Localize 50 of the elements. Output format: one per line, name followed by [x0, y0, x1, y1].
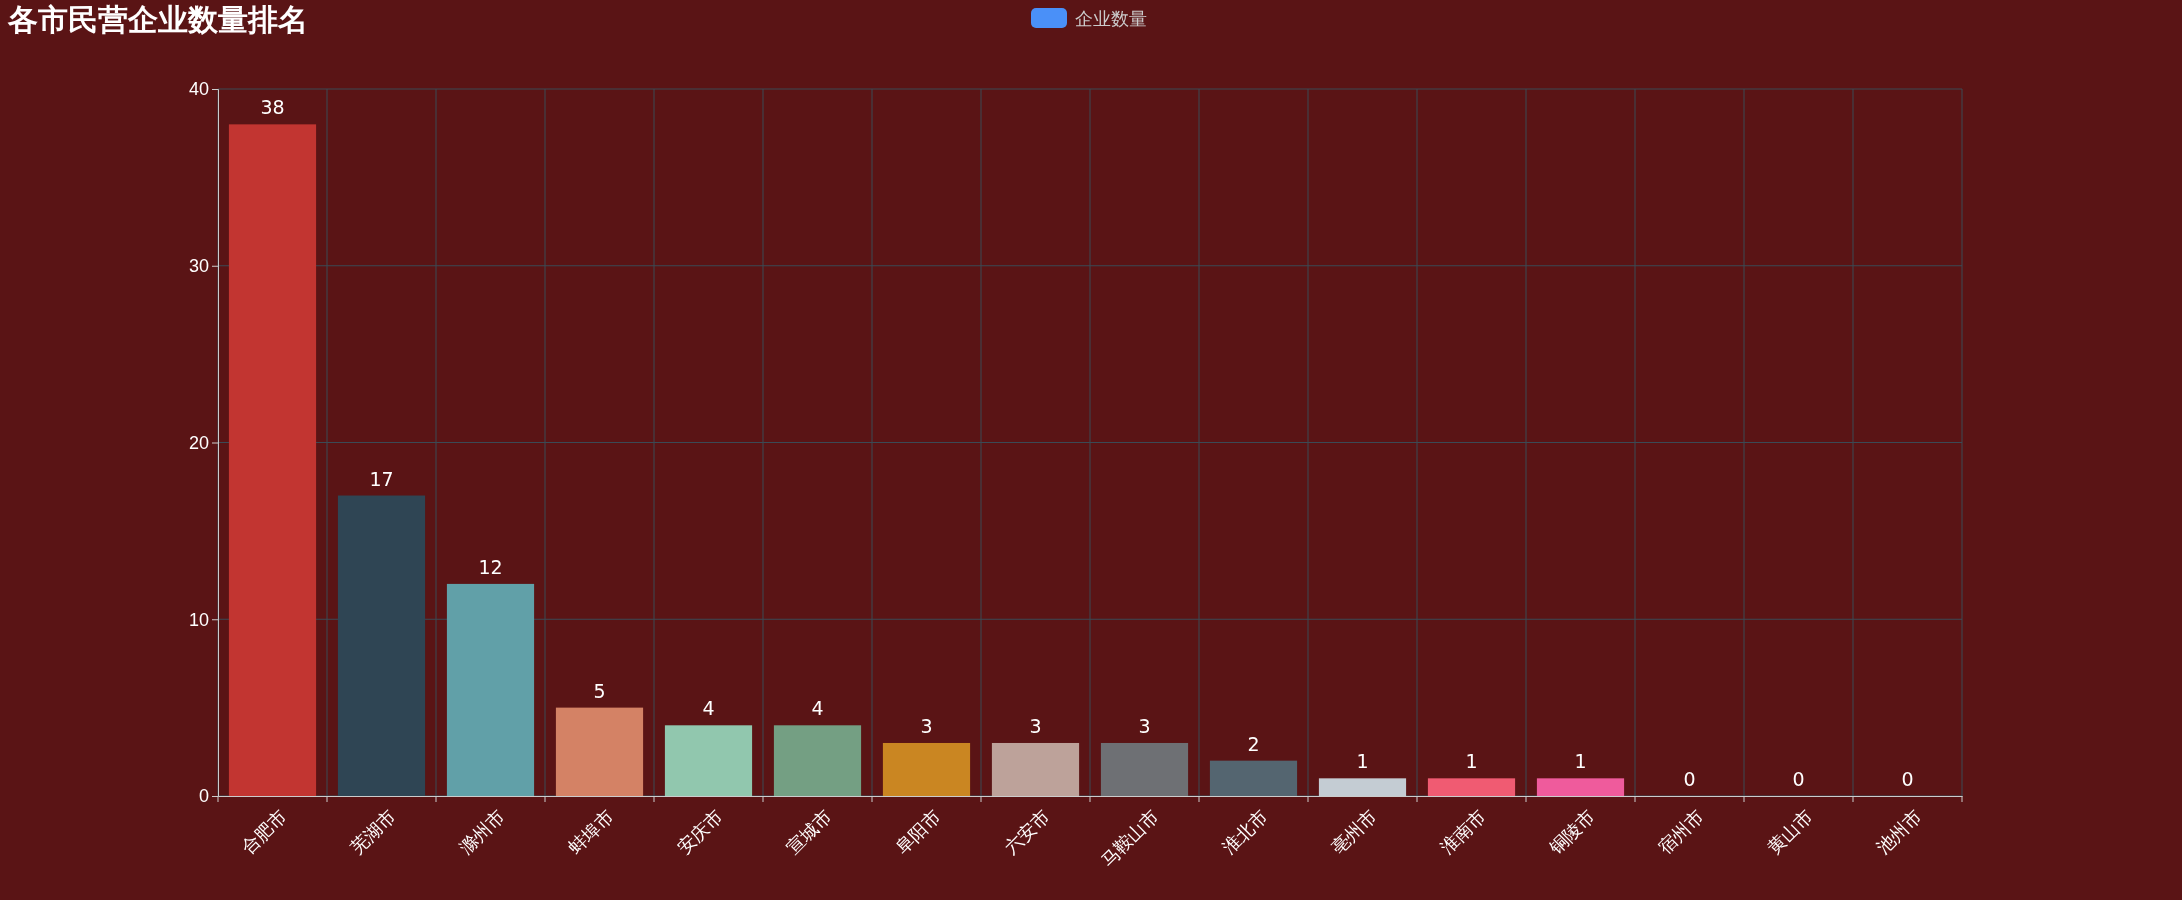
data-label: 5 — [593, 679, 606, 702]
x-tick-label: 芜湖市 — [347, 805, 400, 859]
x-tick-label: 亳州市 — [1328, 805, 1381, 859]
x-tick-label: 阜阳市 — [892, 805, 945, 859]
data-label: 2 — [1247, 732, 1260, 755]
y-tick-label: 10 — [188, 609, 209, 630]
chart-title: 各市民营企业数量排名 — [7, 2, 308, 37]
x-tick-label: 宿州市 — [1655, 805, 1708, 859]
bar — [773, 725, 862, 796]
bar — [1536, 778, 1625, 796]
x-tick-label: 六安市 — [1001, 805, 1054, 859]
x-tick-label: 蚌埠市 — [565, 805, 618, 859]
data-label: 4 — [702, 697, 715, 720]
bar — [882, 742, 971, 796]
x-tick-label: 安庆市 — [674, 805, 727, 859]
data-label: 1 — [1574, 750, 1587, 773]
x-tick-label: 黄山市 — [1764, 805, 1817, 859]
data-label: 17 — [369, 467, 394, 490]
x-tick-label: 宣城市 — [783, 805, 836, 859]
data-label: 38 — [260, 96, 285, 119]
bar — [664, 725, 753, 796]
y-tick-label: 30 — [188, 256, 209, 277]
data-label: 4 — [811, 697, 824, 720]
bar — [555, 707, 644, 796]
data-label: 3 — [920, 714, 933, 737]
data-label: 3 — [1138, 714, 1151, 737]
text: 企业数量 — [1075, 8, 1147, 29]
y-tick-label: 40 — [188, 79, 209, 100]
bar — [991, 742, 1080, 796]
data-label: 0 — [1683, 768, 1696, 790]
data-label: 0 — [1792, 768, 1805, 790]
bar — [1427, 778, 1516, 796]
x-tick-label: 合肥市 — [238, 805, 291, 859]
data-label: 12 — [478, 555, 503, 578]
x-tick-label: 淮北市 — [1219, 805, 1272, 859]
y-tick-label: 0 — [198, 786, 209, 807]
x-tick-label: 铜陵市 — [1545, 805, 1599, 859]
data-label: 1 — [1465, 750, 1478, 773]
x-tick-label: 滁州市 — [456, 805, 509, 859]
x-tick-label: 马鞍山市 — [1097, 805, 1163, 871]
bar — [1209, 760, 1298, 796]
x-tick-label: 池州市 — [1873, 805, 1926, 859]
data-label: 0 — [1901, 768, 1914, 790]
bar — [228, 124, 317, 796]
bar — [446, 583, 535, 796]
y-tick-label: 20 — [188, 432, 209, 453]
bar — [1100, 742, 1189, 796]
data-label: 1 — [1356, 750, 1369, 773]
data-label: 3 — [1029, 714, 1042, 737]
x-tick-label: 淮南市 — [1437, 805, 1490, 859]
